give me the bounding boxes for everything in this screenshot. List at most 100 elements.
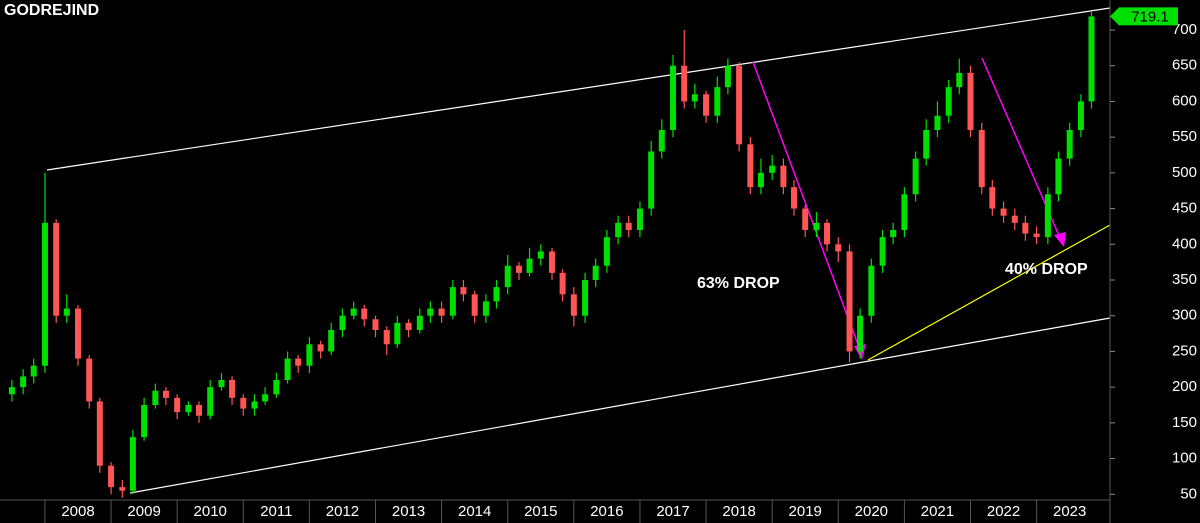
candle-body <box>162 390 169 398</box>
candle-body <box>471 294 478 316</box>
drop-arrow <box>752 61 861 351</box>
y-tick-label: 300 <box>1172 307 1197 324</box>
candle-body <box>251 401 258 409</box>
candle-body <box>152 390 159 405</box>
candle-body <box>207 387 214 416</box>
x-tick-label: 2016 <box>590 503 623 520</box>
candle-body <box>504 265 511 288</box>
x-tick-label: 2021 <box>921 503 954 520</box>
lower-channel <box>129 317 1111 494</box>
upper-channel <box>46 7 1111 171</box>
candle-body <box>592 265 599 280</box>
candle-body <box>240 397 247 409</box>
x-tick-label: 2023 <box>1053 503 1086 520</box>
candle-body <box>30 365 37 377</box>
trendlines <box>46 7 1111 494</box>
y-tick-label: 550 <box>1172 128 1197 145</box>
candle-body <box>86 358 93 402</box>
candle-body <box>515 265 522 273</box>
y-tick-label: 650 <box>1172 57 1197 74</box>
candle-body <box>328 330 335 352</box>
candle-body <box>438 308 445 316</box>
candle-body <box>603 237 610 266</box>
candle-body <box>218 380 225 388</box>
candle-body <box>890 230 897 238</box>
candle-body <box>306 344 313 366</box>
candle-body <box>879 237 886 266</box>
x-tick-label: 2010 <box>194 503 227 520</box>
candle-body <box>449 287 456 316</box>
candle-body <box>1066 130 1073 159</box>
candle-body <box>835 244 842 252</box>
candle-body <box>317 344 324 352</box>
candle-body <box>658 130 665 152</box>
candles <box>8 12 1095 498</box>
x-tick-label: 2008 <box>61 503 94 520</box>
last-price-box <box>1110 7 1178 26</box>
candle-body <box>967 72 974 130</box>
candle-body <box>868 265 875 316</box>
candle-body <box>802 208 809 230</box>
candle-body <box>978 130 985 188</box>
candle-body <box>703 94 710 116</box>
candle-body <box>625 222 632 230</box>
candle-body <box>846 251 853 352</box>
candle-body <box>582 280 589 316</box>
support-line <box>867 224 1111 361</box>
candle-body <box>570 294 577 316</box>
candle-body <box>129 437 136 491</box>
candle-body <box>1077 101 1084 130</box>
candle-body <box>549 251 556 273</box>
candle-body <box>736 65 743 145</box>
candle-body <box>1044 194 1051 238</box>
y-tick-label: 150 <box>1172 414 1197 431</box>
candle-body <box>174 397 181 413</box>
candle-body <box>63 308 70 316</box>
candle-body <box>813 222 820 230</box>
candle-body <box>372 319 379 330</box>
y-tick-label: 250 <box>1172 342 1197 359</box>
x-tick-label: 2014 <box>458 503 491 520</box>
candle-body <box>108 465 115 488</box>
y-tick-label: 400 <box>1172 235 1197 252</box>
candle-body <box>195 405 202 416</box>
candle-body <box>681 65 688 102</box>
candle-body <box>945 87 952 116</box>
annotation: 63% DROP <box>697 275 780 292</box>
x-tick-label: 2022 <box>987 503 1020 520</box>
candle-body <box>670 65 677 130</box>
x-tick-label: 2013 <box>392 503 425 520</box>
candle-body <box>757 172 764 188</box>
candle-body <box>295 358 302 366</box>
candle-body <box>636 208 643 230</box>
candle-body <box>724 65 731 88</box>
candle-body <box>20 376 27 388</box>
candle-body <box>780 165 787 188</box>
candle-body <box>75 308 82 359</box>
candle-body <box>934 115 941 130</box>
candle-body <box>1088 16 1095 102</box>
candle-body <box>229 380 236 398</box>
candle-body <box>857 315 864 352</box>
candle-body <box>361 308 368 320</box>
candle-body <box>714 87 721 116</box>
candle-body <box>416 315 423 330</box>
candle-body <box>405 322 412 330</box>
candle-body <box>262 394 269 402</box>
candle-body <box>383 330 390 345</box>
candle-body <box>1011 215 1018 223</box>
candle-body <box>747 144 754 188</box>
candle-body <box>141 405 148 438</box>
candle-body <box>339 315 346 330</box>
candle-body <box>923 130 930 159</box>
x-tick-label: 2015 <box>524 503 557 520</box>
y-tick-label: 450 <box>1172 200 1197 217</box>
x-tick-label: 2020 <box>855 503 888 520</box>
candle-body <box>537 251 544 259</box>
candle-body <box>1022 222 1029 234</box>
candle-body <box>1055 158 1062 195</box>
candle-body <box>284 358 291 380</box>
y-tick-label: 200 <box>1172 378 1197 395</box>
arrow-head <box>1054 232 1066 247</box>
